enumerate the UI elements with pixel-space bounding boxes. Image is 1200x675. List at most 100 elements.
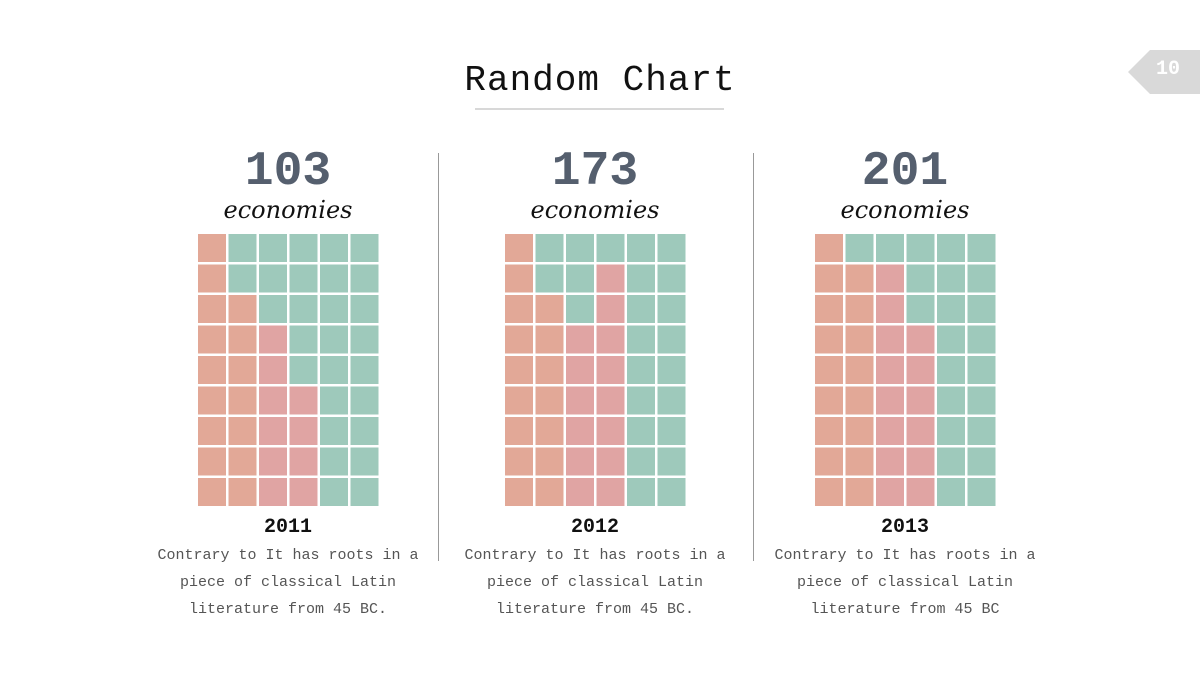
column-divider	[753, 153, 754, 561]
waffle-cell-filled	[845, 295, 874, 323]
panel-description: Contrary to It has roots in a piece of c…	[774, 547, 1036, 618]
waffle-cell-filled	[228, 478, 257, 506]
waffle-cell-filled	[566, 447, 594, 476]
waffle-cell-empty	[289, 295, 318, 323]
waffle-cell-filled	[815, 417, 843, 445]
waffle-cell-empty	[320, 386, 348, 415]
waffle-cell-empty	[228, 234, 257, 262]
panel-year: 2011	[263, 516, 312, 539]
waffle-cell-filled	[815, 356, 843, 384]
waffle-cell-empty	[320, 478, 348, 506]
waffle-cell-filled	[845, 264, 874, 293]
waffle-cell-filled	[535, 356, 564, 384]
waffle-cell-empty	[320, 325, 348, 354]
panel-unit: economies	[840, 196, 970, 224]
panel-description: Contrary to It has roots in a piece of c…	[464, 547, 726, 618]
waffle-cell-filled	[596, 356, 625, 384]
waffle-cell-filled	[198, 356, 226, 384]
waffle-cell-filled	[198, 295, 226, 323]
waffle-cell-empty	[906, 264, 935, 293]
waffle-cell-filled	[535, 386, 564, 415]
waffle-cell-filled	[505, 234, 533, 262]
panel-year: 2012	[570, 516, 619, 539]
waffle-cell-empty	[627, 264, 655, 293]
waffle-cell-filled	[906, 447, 935, 476]
waffle-cell-empty	[657, 264, 686, 293]
waffle-cell-empty	[967, 386, 996, 415]
waffle-cell-empty	[627, 417, 655, 445]
waffle-cell-filled	[815, 386, 843, 415]
waffle-cell-filled	[906, 325, 935, 354]
waffle-cell-empty	[289, 264, 318, 293]
waffle-cell-filled	[566, 386, 594, 415]
waffle-cell-empty	[967, 478, 996, 506]
waffle-cell-empty	[320, 447, 348, 476]
waffle-cell-filled	[259, 478, 287, 506]
page-number: 10	[1155, 58, 1180, 81]
chart-title: Random Chart	[464, 60, 736, 101]
waffle-cell-empty	[937, 417, 965, 445]
waffle-cell-filled	[228, 356, 257, 384]
waffle-cell-empty	[289, 325, 318, 354]
waffle-cell-filled	[198, 478, 226, 506]
waffle-cell-filled	[198, 325, 226, 354]
waffle-cell-empty	[596, 234, 625, 262]
waffle-cell-empty	[937, 356, 965, 384]
waffle-cell-empty	[350, 447, 379, 476]
waffle-cell-empty	[967, 295, 996, 323]
waffle-cell-filled	[845, 417, 874, 445]
panel-count: 173	[551, 145, 639, 199]
waffle-cell-filled	[198, 234, 226, 262]
waffle-cell-filled	[289, 386, 318, 415]
waffle-cell-empty	[627, 447, 655, 476]
waffle-cell-empty	[535, 264, 564, 293]
waffle-cell-filled	[845, 478, 874, 506]
waffle-cell-empty	[320, 417, 348, 445]
panel-2011: 103 economies 2011 Contrary to It has ro…	[138, 0, 438, 675]
waffle-cell-filled	[259, 386, 287, 415]
waffle-cell-filled	[596, 478, 625, 506]
waffle-cell-empty	[627, 386, 655, 415]
waffle-cell-filled	[876, 386, 904, 415]
title-underline	[475, 108, 724, 110]
waffle-cell-filled	[228, 325, 257, 354]
waffle-cell-filled	[815, 447, 843, 476]
waffle-cell-filled	[228, 417, 257, 445]
waffle-cell-empty	[845, 234, 874, 262]
waffle-cell-empty	[937, 447, 965, 476]
panel-unit: economies	[223, 196, 353, 224]
waffle-cell-filled	[505, 386, 533, 415]
waffle-cell-filled	[596, 264, 625, 293]
waffle-cell-filled	[198, 264, 226, 293]
waffle-cell-empty	[627, 295, 655, 323]
waffle-cell-empty	[906, 234, 935, 262]
waffle-cell-empty	[967, 356, 996, 384]
waffle-cell-empty	[350, 264, 379, 293]
waffle-cell-empty	[967, 417, 996, 445]
waffle-cell-filled	[289, 447, 318, 476]
waffle-cell-empty	[566, 295, 594, 323]
waffle-cell-empty	[657, 386, 686, 415]
column-divider	[438, 153, 439, 561]
waffle-cell-empty	[657, 234, 686, 262]
waffle-cell-empty	[320, 295, 348, 323]
waffle-cell-filled	[228, 295, 257, 323]
waffle-cell-empty	[350, 478, 379, 506]
waffle-cell-filled	[228, 386, 257, 415]
waffle-cell-empty	[350, 295, 379, 323]
waffle-cell-filled	[259, 447, 287, 476]
waffle-cell-filled	[876, 264, 904, 293]
waffle-cell-filled	[906, 417, 935, 445]
waffle-cell-filled	[566, 325, 594, 354]
waffle-cell-empty	[657, 295, 686, 323]
waffle-cell-filled	[259, 417, 287, 445]
waffle-cell-filled	[505, 295, 533, 323]
panel-count: 103	[244, 145, 332, 199]
waffle-cell-filled	[845, 356, 874, 384]
waffle-cell-empty	[259, 264, 287, 293]
waffle-cell-filled	[505, 417, 533, 445]
waffle-cell-empty	[906, 295, 935, 323]
waffle-cell-empty	[967, 447, 996, 476]
panel-2012: 173 economies 2012 Contrary to It has ro…	[445, 0, 745, 675]
waffle-cell-filled	[228, 447, 257, 476]
